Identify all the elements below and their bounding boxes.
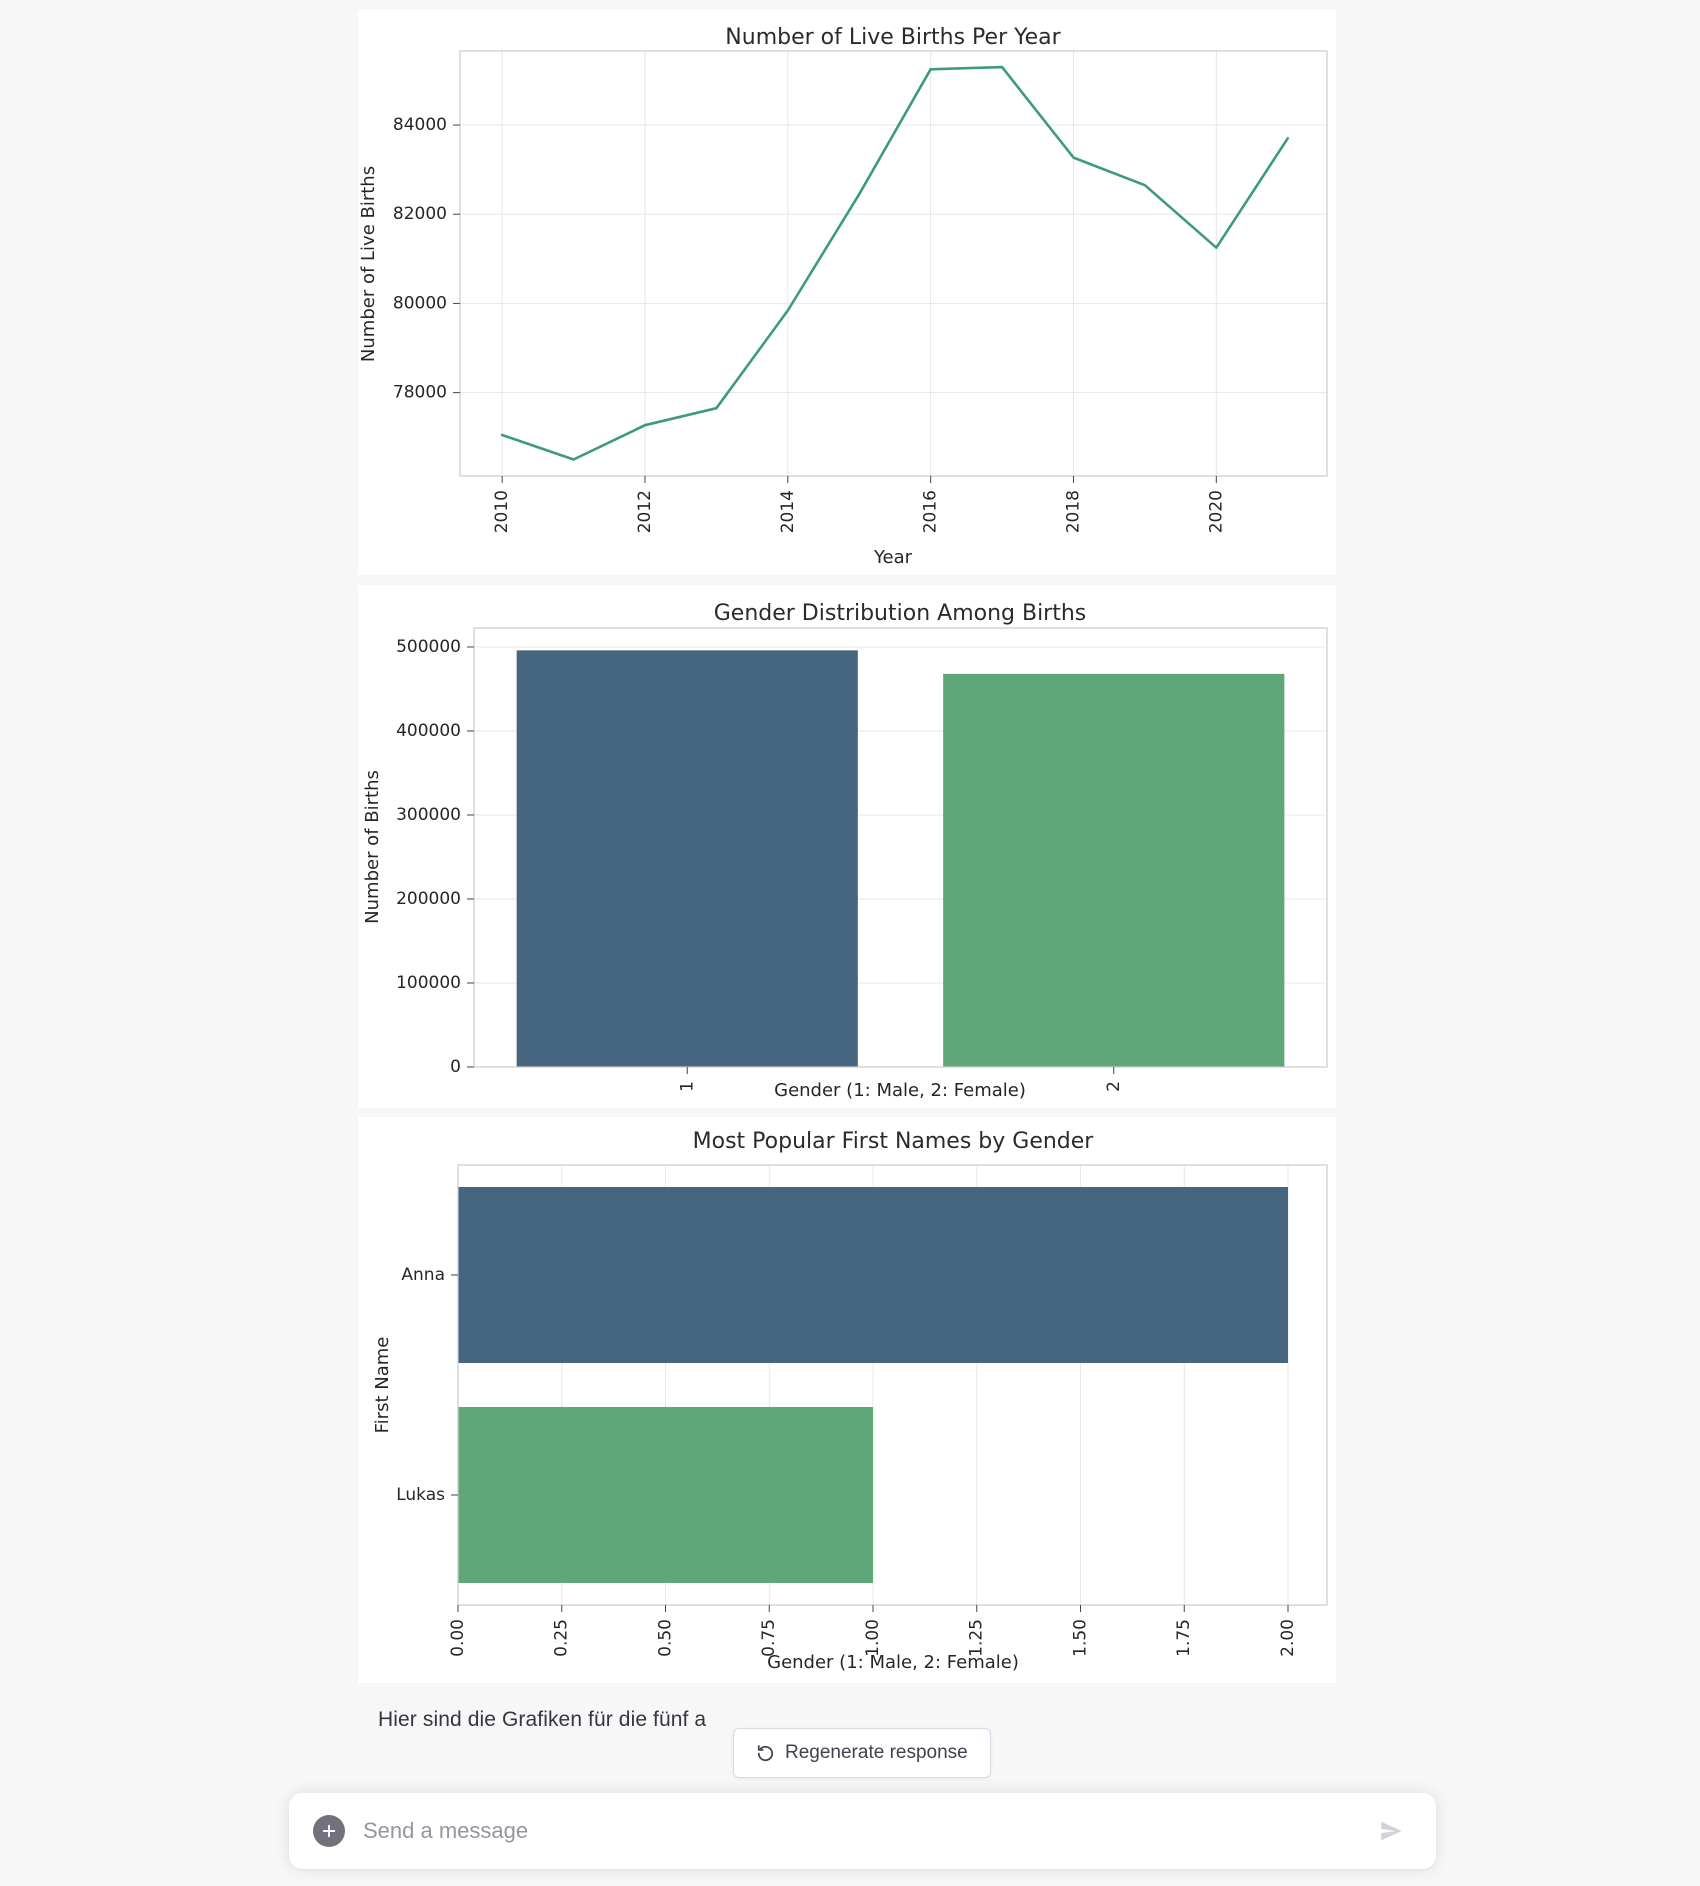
- plot-area: [473, 627, 1328, 1068]
- plot-area: [457, 1164, 1328, 1606]
- gridlines: [460, 51, 1327, 476]
- y-tick-label: 500000: [396, 637, 461, 657]
- regenerate-label: Regenerate response: [785, 1742, 968, 1763]
- y-tick-label: 300000: [396, 805, 461, 825]
- x-tick-label: 2.00: [1278, 1619, 1298, 1657]
- chart-title: Gender Distribution Among Births: [714, 601, 1087, 626]
- x-tick-label: 2012: [635, 490, 655, 533]
- x-tick-label: 1.25: [967, 1619, 987, 1657]
- tick-labels: 1 2 0 100000 200000 300000 400000 500000: [396, 637, 1124, 1092]
- y-tick-label: 84000: [393, 115, 447, 135]
- message-input[interactable]: [361, 1817, 1372, 1845]
- bar-Lukas: [458, 1407, 873, 1583]
- y-tick-label: Anna: [401, 1265, 445, 1285]
- send-button[interactable]: [1372, 1812, 1410, 1850]
- x-tick-label: 0.50: [655, 1619, 675, 1657]
- plot-area: [459, 50, 1328, 477]
- bar-2: [943, 673, 1285, 1067]
- x-axis-label: Year: [873, 547, 913, 568]
- y-tick-label: 100000: [396, 973, 461, 993]
- bar-Anna: [458, 1187, 1288, 1363]
- regenerate-response-button[interactable]: Regenerate response: [733, 1728, 991, 1778]
- chart-popular-names: 0.00 0.25 0.50 0.75 1.00 1.25 1.50 1.75 2.00 Anna…: [372, 1129, 1328, 1673]
- plus-icon: [320, 1822, 338, 1840]
- y-tick-label: 78000: [393, 383, 447, 403]
- y-tick-label: 80000: [393, 293, 447, 313]
- tick-labels: 0.00 0.25 0.50 0.75 1.00 1.25 1.50 1.75 2.00 Anna…: [396, 1265, 1298, 1657]
- x-tick-label: 2018: [1063, 490, 1083, 533]
- chart-title: Number of Live Births Per Year: [725, 25, 1061, 50]
- y-axis-label: Number of Live Births: [358, 166, 379, 362]
- x-tick-label: 2010: [492, 490, 512, 533]
- y-tick-label: 200000: [396, 889, 461, 909]
- x-axis-label: Gender (1: Male, 2: Female): [767, 1652, 1019, 1673]
- assistant-response-text: Hier sind die Grafiken für die fünf a: [378, 1708, 707, 1731]
- x-tick-label: 1.00: [863, 1619, 883, 1657]
- send-icon: [1378, 1818, 1404, 1844]
- y-tick-label: 0: [450, 1057, 461, 1077]
- x-tick-label: 1: [677, 1081, 697, 1092]
- chart-title: Most Popular First Names by Gender: [693, 1129, 1095, 1154]
- x-axis-label: Gender (1: Male, 2: Female): [774, 1080, 1026, 1101]
- tick-labels: 2010 2012 2014 2016 2018 2020 78000 80000 82000 8…: [393, 115, 1226, 533]
- message-composer[interactable]: [289, 1793, 1436, 1869]
- line-series: [500, 65, 1290, 461]
- chart-births-per-year: 2010 2012 2014 2016 2018 2020 78000 80000 82000 8…: [358, 25, 1328, 568]
- y-axis-label: Number of Births: [362, 770, 383, 924]
- x-tick-label: 0.25: [552, 1619, 572, 1657]
- y-tick-label: 400000: [396, 721, 461, 741]
- x-tick-label: 2016: [921, 490, 941, 533]
- regenerate-icon: [756, 1744, 775, 1763]
- chart-card-gender-distribution: 1 2 0 100000 200000 300000 400000 500000 Gender …: [358, 585, 1336, 1108]
- x-tick-label: 0.00: [448, 1619, 468, 1657]
- bar-1: [516, 650, 858, 1067]
- chart-gender-distribution: 1 2 0 100000 200000 300000 400000 500000 Gender …: [362, 601, 1328, 1101]
- y-axis-label: First Name: [372, 1337, 393, 1434]
- x-tick-label: 1.75: [1174, 1619, 1194, 1657]
- x-tick-label: 0.75: [759, 1619, 779, 1657]
- x-tick-label: 2: [1104, 1081, 1124, 1092]
- x-tick-label: 1.50: [1070, 1619, 1090, 1657]
- plus-button[interactable]: [313, 1815, 345, 1847]
- chart-card-popular-names: 0.00 0.25 0.50 0.75 1.00 1.25 1.50 1.75 2.00 Anna…: [358, 1117, 1336, 1683]
- chart-card-births-per-year: 2010 2012 2014 2016 2018 2020 78000 80000 82000 8…: [358, 10, 1336, 575]
- y-tick-label: Lukas: [396, 1485, 445, 1505]
- x-tick-label: 2014: [778, 490, 798, 533]
- x-tick-label: 2020: [1206, 490, 1226, 533]
- y-tick-label: 82000: [393, 204, 447, 224]
